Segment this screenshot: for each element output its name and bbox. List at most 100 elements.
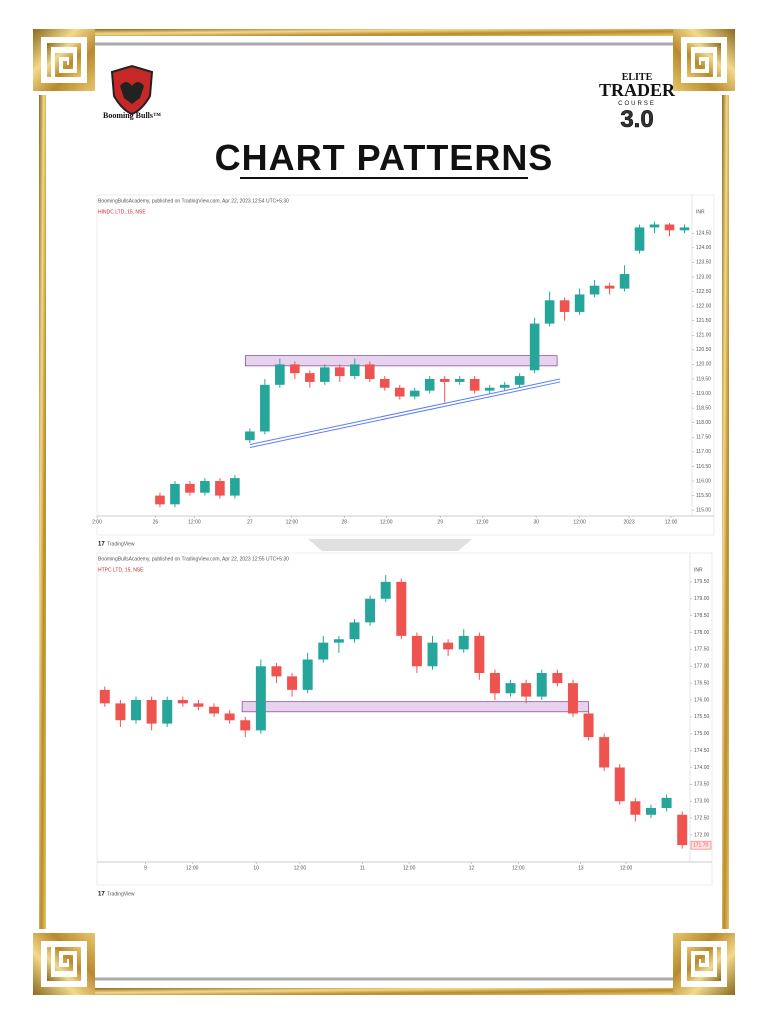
candle-body (255, 666, 266, 731)
y-tick-label: 172.50 (694, 815, 710, 821)
candle-body (489, 673, 500, 694)
course-version: 3.0 (620, 106, 653, 133)
y-tick-label: 176.00 (694, 697, 710, 703)
brand-logo: Booming Bulls™ (103, 64, 161, 120)
y-tick-label: 173.50 (694, 782, 710, 788)
candle-body (505, 683, 516, 694)
x-tick-label: 27 (247, 519, 253, 525)
candle-body (271, 666, 282, 677)
candle-body (409, 390, 420, 397)
x-tick-label: 9 (144, 865, 147, 871)
y-tick-label: 118.00 (696, 420, 711, 426)
y-tick-label: 122.00 (696, 303, 712, 309)
candle-body (224, 713, 235, 721)
course-line3: COURSE (618, 101, 656, 107)
y-tick-label: 117.50 (696, 435, 711, 441)
candle-body (443, 642, 454, 650)
candle-body (260, 384, 270, 432)
trendline (249, 378, 561, 446)
corner-tr (673, 29, 735, 91)
candle-body (349, 364, 360, 377)
x-tick-label: 11 (360, 865, 365, 871)
candle-body (544, 300, 555, 324)
last-price-box (690, 840, 712, 850)
candle-body (349, 622, 360, 640)
candle-body (396, 581, 407, 636)
x-tick-label: 10 (253, 865, 259, 871)
border-bottom (95, 988, 673, 995)
candle-body (193, 703, 204, 707)
y-tick-label: 173.00 (694, 799, 710, 805)
tv-footer: TradingView (107, 891, 135, 897)
y-tick-label: 123.50 (696, 260, 712, 266)
corner-tl (33, 29, 95, 91)
candle-body (484, 387, 495, 391)
candle-body (614, 767, 625, 802)
candle-body (162, 700, 173, 724)
y-tick-label: 178.00 (694, 630, 710, 636)
candle-body (619, 274, 630, 289)
candle-body (170, 483, 180, 505)
y-tick-label: 121.00 (696, 333, 712, 339)
x-tick-label: 12:00 (665, 519, 678, 525)
candle-body (439, 378, 450, 382)
candle-body (574, 294, 585, 312)
y-tick-label: 174.50 (694, 748, 710, 754)
y-tick-label: 178.50 (694, 613, 710, 619)
candle-body (379, 378, 390, 388)
x-tick-label: 2:00 (92, 519, 102, 525)
y-tick-label: 118.50 (696, 405, 711, 411)
x-tick-label: 12 (469, 865, 475, 871)
candle-body (115, 703, 126, 721)
candle-body (521, 683, 532, 697)
y-tick-label: 117.00 (696, 449, 711, 455)
y-tick-label: 120.50 (696, 347, 712, 353)
candle-body (589, 285, 600, 295)
candle-body (287, 676, 298, 690)
candle-body (454, 378, 465, 382)
y-tick-label: 116.50 (696, 464, 711, 470)
candle-body (474, 635, 485, 673)
x-tick-label: 12:00 (620, 865, 633, 871)
candle-body (677, 814, 688, 846)
candle-body (649, 224, 660, 228)
candle-body (99, 689, 110, 704)
x-tick-label: 2023 (623, 519, 634, 525)
candle-body (424, 378, 435, 391)
candle-body (131, 700, 142, 721)
candle-body (634, 227, 645, 251)
currency: INR (694, 567, 703, 573)
y-tick-label: 121.50 (696, 318, 712, 324)
candle-body (604, 285, 615, 289)
y-tick-label: 175.00 (694, 731, 710, 737)
candle-body (185, 483, 195, 493)
course-line2: TRADER (599, 80, 676, 100)
y-tick-label: 122.50 (696, 289, 712, 295)
gold-border (33, 29, 735, 995)
y-tick-label: 172.00 (694, 832, 710, 838)
resistance-zone (245, 355, 558, 367)
x-tick-label: 13 (578, 865, 584, 871)
y-tick-label: 119.00 (696, 391, 711, 397)
candle-body (552, 673, 563, 684)
x-tick-label: 29 (437, 519, 443, 525)
candle-body (394, 387, 405, 397)
candle-body (645, 808, 656, 815)
candle-body (333, 639, 344, 643)
chart-symbol: HINDC LTD, 15, NSE (98, 209, 146, 215)
candle-body (245, 431, 255, 441)
y-tick-label: 116.00 (696, 478, 711, 484)
y-tick-label: 124.50 (696, 231, 712, 237)
x-tick-label: 12:00 (186, 865, 199, 871)
brand-name: Booming Bulls™ (103, 111, 161, 120)
x-tick-label: 12:00 (294, 865, 307, 871)
page-title: CHART PATTERNS (215, 137, 554, 178)
x-tick-label: 12:00 (512, 865, 525, 871)
candle-body (427, 642, 438, 667)
candle-body (559, 300, 570, 312)
candle-body (290, 364, 300, 374)
candle-body (599, 737, 610, 768)
y-tick-label: 120.00 (696, 362, 712, 368)
